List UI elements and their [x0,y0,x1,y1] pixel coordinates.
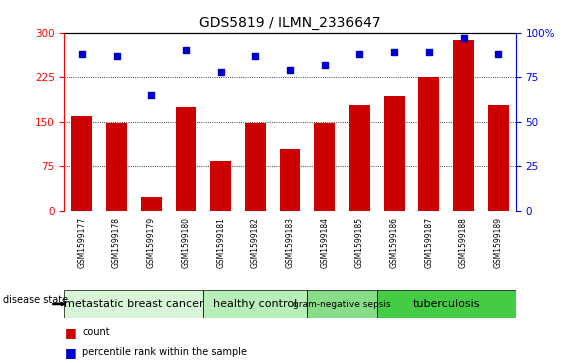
Bar [245,123,266,211]
Bar [308,290,377,318]
Text: GSM1599183: GSM1599183 [285,217,295,268]
Text: GSM1599180: GSM1599180 [182,217,190,268]
Text: GSM1599181: GSM1599181 [216,217,225,268]
Point [216,69,226,75]
Title: GDS5819 / ILMN_2336647: GDS5819 / ILMN_2336647 [199,16,381,30]
Bar [106,123,127,211]
Point [320,62,329,68]
Bar [349,105,370,211]
Text: GSM1599178: GSM1599178 [112,217,121,268]
Point [285,67,295,73]
Point [251,53,260,59]
Point [424,49,434,55]
Point [493,51,503,57]
Bar [210,161,231,211]
Bar [176,107,196,211]
Text: GSM1599179: GSM1599179 [146,217,156,268]
Point [390,49,399,55]
Text: ■: ■ [64,326,76,339]
Bar [203,290,308,318]
Text: ■: ■ [64,346,76,359]
Point [355,51,364,57]
Text: metastatic breast cancer: metastatic breast cancer [64,299,204,309]
Text: GSM1599188: GSM1599188 [459,217,468,268]
Point [459,35,468,41]
Point [181,48,190,53]
Text: gram-negative sepsis: gram-negative sepsis [294,299,391,309]
Bar [280,150,301,211]
Point [112,53,121,59]
Bar [384,96,404,211]
Text: GSM1599186: GSM1599186 [390,217,398,268]
Point [146,92,156,98]
Text: healthy control: healthy control [213,299,298,309]
Point [77,51,87,57]
Text: GSM1599177: GSM1599177 [77,217,86,268]
Text: disease state: disease state [3,295,68,305]
Bar [377,290,516,318]
Text: GSM1599184: GSM1599184 [321,217,329,268]
Bar [488,105,509,211]
Text: tuberculosis: tuberculosis [413,299,480,309]
Text: GSM1599182: GSM1599182 [251,217,260,268]
Bar [314,123,335,211]
Bar [453,40,474,211]
Text: GSM1599189: GSM1599189 [494,217,503,268]
Bar [418,77,440,211]
Bar [64,290,203,318]
Bar [141,197,162,211]
Text: count: count [82,327,110,337]
Text: GSM1599187: GSM1599187 [424,217,434,268]
Text: percentile rank within the sample: percentile rank within the sample [82,347,247,357]
Bar [71,116,92,211]
Text: GSM1599185: GSM1599185 [355,217,364,268]
